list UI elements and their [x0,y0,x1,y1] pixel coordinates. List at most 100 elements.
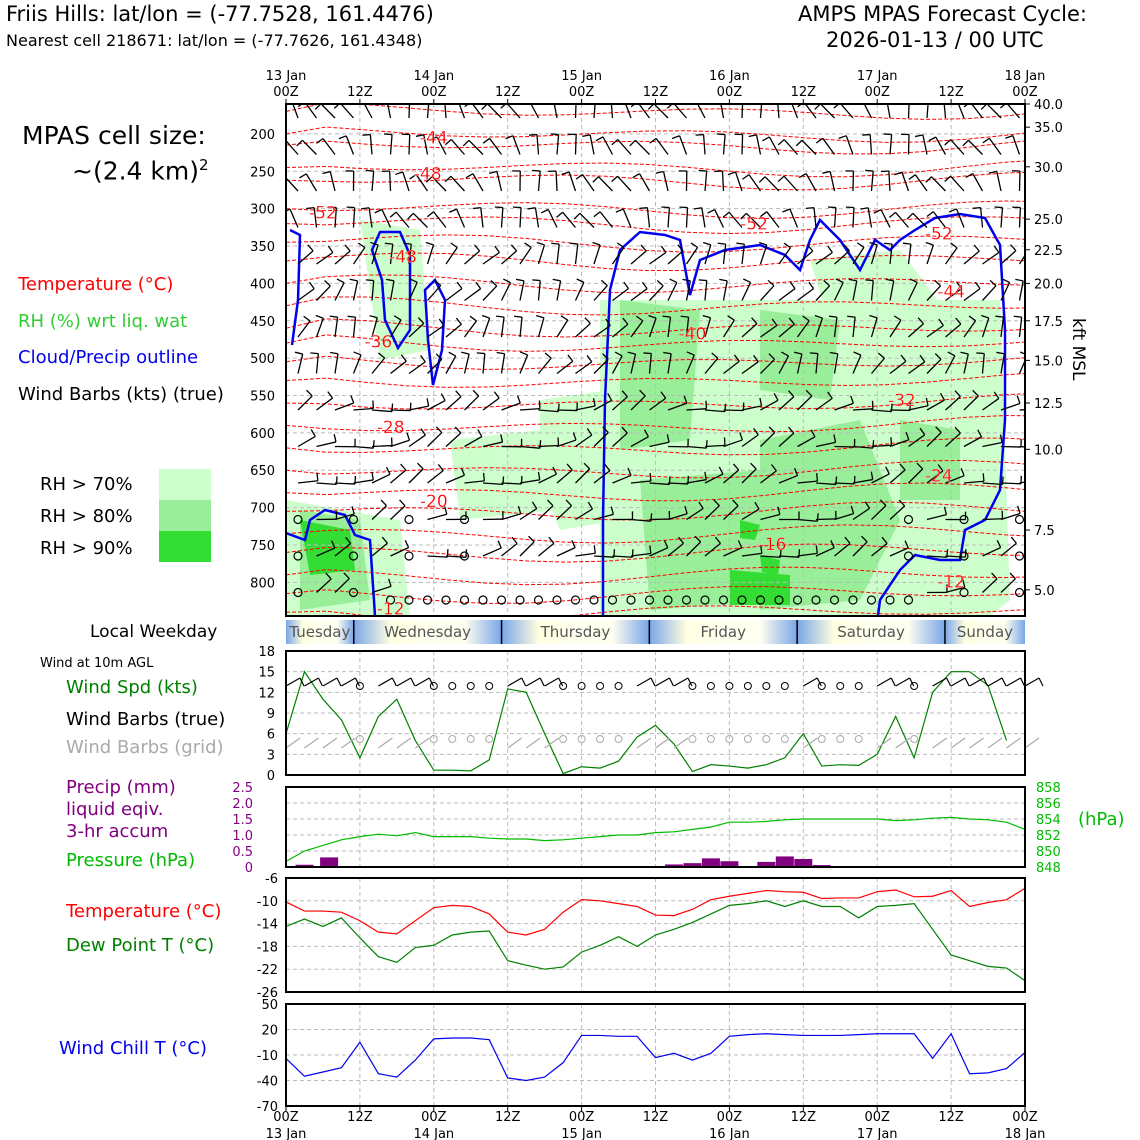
cell-size-value: ~(2.4 km)2 [72,156,209,185]
wind-barb-flag [567,354,574,362]
pressure-tick-label: 200 [250,128,275,143]
pressure-unit-label: (hPa) [1078,809,1125,830]
wind-barb-flag [810,429,816,438]
wind-barb-flag [426,398,430,407]
grid-calm-circle [614,735,623,743]
calm-wind-circle [644,595,655,605]
chill-tick-label: 20 [261,1024,278,1039]
wind-barb-staff [371,585,392,594]
wind-barb-flag [306,206,315,210]
wind-barb-staff [538,542,555,557]
wind-barb-flag [595,136,604,142]
wind-barb-staff [979,207,984,228]
true-wind-barb-flag [1001,677,1007,687]
true-wind-barb-flag [946,677,952,687]
wind-barb-flag [919,354,926,363]
wind-barb-flag [822,170,831,174]
wind-barb-flag [717,133,726,136]
wind-barb-flag [622,317,629,325]
true-wind-barb-flag [687,677,693,687]
wind-barb-flag [338,135,347,140]
wind-barb-flag [426,211,434,218]
wind-barb-flag [960,468,965,476]
weekday-name: Saturday [837,623,905,641]
wind-barb-flag [698,501,704,509]
pressure-tick-label: 856 [1036,797,1061,812]
wind-barbs-grid-label: Wind Barbs (grid) [66,737,224,758]
grid-wind-barb [1024,737,1040,749]
wind-barb-flag [561,171,570,176]
grid-calm-circle [466,735,475,743]
wind-barb-staff [436,136,447,155]
wind-barb-flag [460,467,466,476]
wind-barb-flag [827,245,833,253]
wind-barb-staff [768,136,780,155]
grid-calm-circle [910,735,919,743]
wind-barb-flag [944,175,952,182]
pressure-tick-label: 550 [250,390,275,405]
wind-barb-staff [686,507,704,521]
wind-barb-staff [624,104,632,119]
wind-barb-flag [353,351,362,356]
wind-barb-staff [833,282,844,301]
wind-barb-flag [560,315,569,321]
wind-barb-flag [307,244,314,252]
pressure-tick-label: 650 [250,464,275,479]
wind-barb-staff [685,317,690,338]
legend-rh: RH (%) wrt liq. wat [18,311,188,332]
wind-barb-staff [353,479,374,484]
wind-barb-staff [574,282,585,301]
wind-barb-staff [480,207,484,228]
wind-barb-flag [497,540,502,549]
wind-barb-flag [461,351,470,355]
wind-barb-flag [641,281,648,290]
grid-wind-barb [507,737,523,749]
wind-10m-title: Wind at 10m AGL [40,656,154,671]
wind-barb-flag [908,174,916,180]
weekday-band [649,620,798,644]
wind-barb-staff [582,174,595,192]
wind-barb-staff [353,407,374,411]
wind-barb-flag [973,244,980,252]
wind-barb-flag [898,499,906,507]
wind-barb-flag [444,175,452,183]
wind-barb-flag [705,400,708,409]
wind-barb-staff [482,547,502,557]
wind-barb-flag [385,466,391,475]
wind-barb-staff [764,176,780,192]
wind-barb-staff [996,171,1002,192]
wind-barb-staff [593,432,609,447]
true-wind-barb [969,677,984,687]
wind-barb-staff [796,320,810,338]
wind-barb-staff [334,317,339,338]
true-calm-circle [466,682,475,690]
wind-barb-flag [565,499,573,507]
wind-barb-staff [801,139,817,155]
true-wind-barb [396,677,412,687]
wind-barb-staff [301,139,317,155]
wind-barb-flag [974,281,981,289]
wind-barb-flag [661,206,670,209]
wind-barb-flag [532,279,541,282]
wind-barb-staff [402,171,410,192]
wind-barb-flag [310,352,319,355]
wind-barb-staff [741,244,746,265]
wind-barb-flag [593,211,601,218]
calm-wind-circle [589,595,599,605]
wind-barb-flag [718,466,724,475]
wind-barb-flag [815,137,824,144]
wind-barb-staff [316,285,331,301]
wind-barb-staff [982,546,1001,557]
wind-barb-staff [445,287,463,302]
wind-barb-flag [767,279,775,287]
wind-barb-flag [782,208,791,213]
wind-barb-staff [759,244,768,265]
wind-barb-flag [615,208,624,213]
grid-wind-barb [932,737,947,749]
calm-wind-circle [348,587,359,598]
wind-barb-flag [671,135,680,140]
wind-barb-flag [357,242,366,249]
wind-barb-staff [371,444,393,448]
wind-barb-staff [852,280,858,301]
temp-tick-label: -14 [257,918,278,933]
